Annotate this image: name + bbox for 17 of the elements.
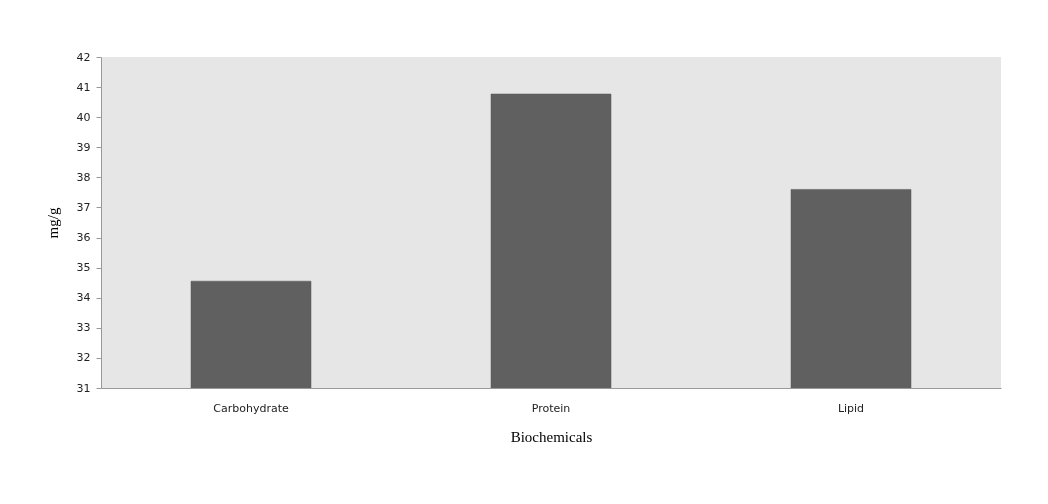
x-tick-label: Carbohydrate xyxy=(213,401,289,415)
y-tick-label: 41 xyxy=(76,80,91,94)
y-tick-label: 40 xyxy=(76,110,91,124)
y-tick-label: 33 xyxy=(76,321,91,335)
y-axis-title: mg/g xyxy=(44,207,61,239)
y-tick-label: 37 xyxy=(76,200,91,214)
x-axis-title: Biochemicals xyxy=(510,428,593,445)
y-tick-label: 36 xyxy=(76,231,91,245)
y-tick-label: 34 xyxy=(76,291,91,305)
x-tick-label: Protein xyxy=(531,401,571,415)
y-tick-label: 42 xyxy=(76,50,91,64)
y-tick-label: 39 xyxy=(76,140,91,154)
x-tick-label: Lipid xyxy=(837,401,865,415)
y-tick-label: 38 xyxy=(76,170,91,184)
y-tick-label: 32 xyxy=(76,351,91,365)
y-tick-label: 35 xyxy=(76,261,91,275)
y-tick-label: 31 xyxy=(76,381,91,395)
